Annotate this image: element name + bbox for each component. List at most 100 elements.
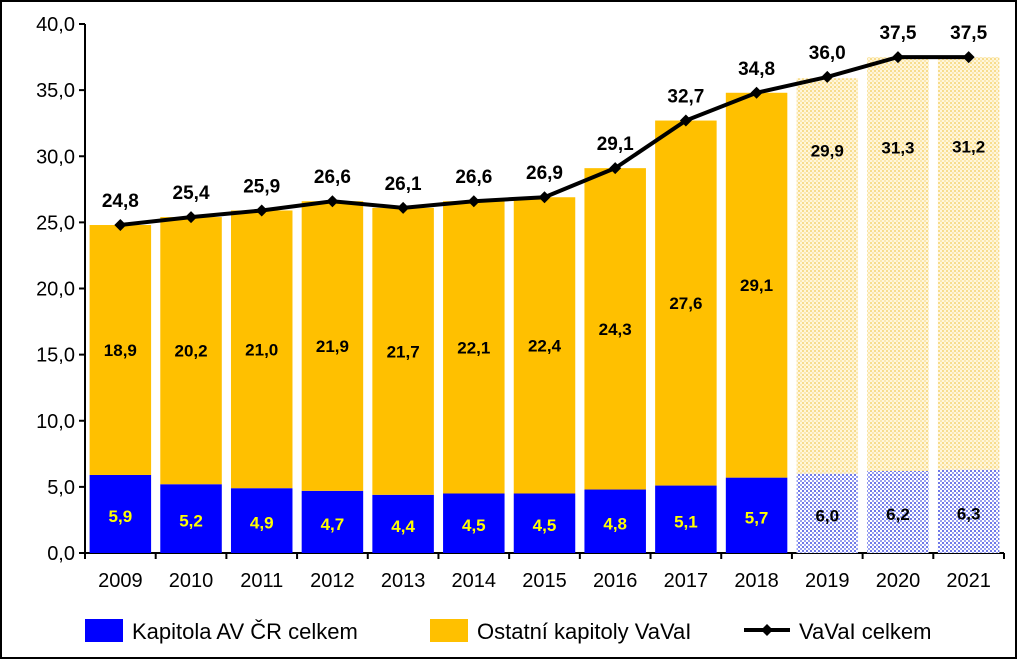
bar-ostatni: [867, 57, 929, 472]
line-point: [609, 162, 622, 175]
data-label-total: 37,5: [950, 23, 987, 44]
x-tick-label: 2012: [310, 570, 355, 592]
line-point: [326, 195, 339, 208]
bar-ostatni: [89, 225, 152, 475]
data-label-total: 37,5: [879, 23, 916, 44]
data-label-total: 24,8: [102, 191, 139, 212]
legend-marker-vavai: [761, 624, 773, 636]
data-label-ostatni: 27,6: [669, 294, 702, 313]
bar-kapitola: [160, 484, 222, 553]
data-label-kapitola: 5,2: [179, 512, 203, 531]
bar-ostatni: [584, 168, 646, 490]
data-label-ostatni: 21,9: [316, 337, 349, 356]
data-label-kapitola: 4,8: [603, 514, 627, 533]
data-label-ostatni: 21,7: [387, 342, 420, 361]
line-point: [185, 211, 198, 224]
data-label-kapitola: 6,0: [815, 506, 839, 525]
data-label-ostatni: 22,1: [457, 338, 490, 357]
data-label-ostatni: 18,9: [104, 341, 137, 360]
bar-kapitola: [655, 485, 717, 553]
legend-label-kapitola: Kapitola AV ČR celkem: [132, 619, 358, 644]
line-point: [114, 219, 127, 232]
bar-kapitola: [584, 489, 646, 553]
data-label-kapitola: 5,1: [674, 512, 698, 531]
bar-ostatni: [655, 120, 717, 486]
bar-kapitola: [372, 494, 434, 553]
data-label-ostatni: 24,3: [599, 320, 632, 339]
bar-kapitola: [230, 488, 293, 553]
data-label-ostatni: 31,3: [881, 139, 914, 158]
legend-swatch-ostatni: [430, 619, 468, 642]
x-tick-label: 2014: [452, 570, 497, 592]
data-label-kapitola: 4,4: [391, 517, 415, 536]
y-tick-label: 10,0: [36, 411, 75, 433]
x-tick-label: 2011: [240, 570, 283, 592]
line-point: [750, 86, 763, 99]
line-point: [255, 204, 268, 217]
data-label-kapitola: 6,3: [957, 504, 981, 523]
line-point: [538, 191, 551, 204]
data-label-total: 29,1: [597, 134, 634, 155]
bar-kapitola: [937, 469, 1000, 553]
data-label-ostatni: 29,1: [740, 276, 773, 295]
data-label-total: 25,4: [173, 183, 210, 204]
bar-ostatni: [443, 201, 505, 494]
x-tick-label: 2018: [734, 570, 779, 592]
line-point: [467, 195, 480, 208]
x-tick-label: 2021: [946, 570, 991, 592]
data-label-total: 26,6: [455, 167, 492, 188]
bar-ostatni: [937, 57, 1000, 470]
bar-kapitola: [513, 493, 576, 553]
bar-kapitola: [725, 477, 788, 553]
x-tick-label: 2013: [381, 570, 426, 592]
line-point: [962, 51, 975, 64]
data-label-total: 25,9: [243, 176, 280, 197]
data-label-kapitola: 4,5: [533, 516, 557, 535]
bar-ostatni: [160, 217, 222, 485]
data-label-kapitola: 4,5: [462, 516, 486, 535]
line-point: [397, 201, 410, 214]
x-tick-label: 2015: [522, 570, 567, 592]
data-label-ostatni: 21,0: [245, 340, 278, 359]
bar-kapitola: [301, 490, 364, 553]
x-tick-label: 2010: [169, 570, 214, 592]
data-label-kapitola: 5,7: [745, 508, 769, 527]
bar-ostatni: [301, 201, 364, 491]
x-tick-label: 2017: [664, 570, 709, 592]
line-point: [821, 70, 834, 83]
data-label-total: 36,0: [809, 43, 846, 64]
data-label-total: 26,1: [385, 174, 422, 195]
legend-swatch-kapitola: [85, 619, 123, 642]
bar-ostatni: [796, 78, 859, 474]
line-point: [891, 51, 904, 64]
data-label-ostatni: 31,2: [952, 137, 985, 156]
data-label-kapitola: 5,9: [109, 507, 133, 526]
data-label-ostatni: 29,9: [811, 141, 844, 160]
data-label-kapitola: 4,7: [321, 515, 345, 534]
bar-ostatni: [372, 207, 434, 495]
data-label-kapitola: 6,2: [886, 505, 910, 524]
y-tick-label: 15,0: [36, 345, 75, 367]
data-label-kapitola: 4,9: [250, 514, 274, 533]
y-tick-label: 5,0: [47, 477, 75, 499]
y-tick-label: 0,0: [47, 543, 75, 565]
line-point: [679, 114, 692, 127]
legend: Kapitola AV ČR celkem Ostatní kapitoly V…: [85, 619, 931, 644]
bar-kapitola: [867, 471, 929, 553]
plot-area: 0,0 5,0 10,0 15,0 20,0 25,0 30,0 35,0 40,0 2009 20…: [36, 14, 1005, 592]
data-label-ostatni: 20,2: [174, 342, 207, 361]
data-label-total: 32,7: [667, 87, 704, 108]
y-tick-label: 40,0: [36, 14, 75, 36]
bar-ostatni: [513, 197, 576, 494]
bar-kapitola: [443, 493, 505, 553]
x-tick-label: 2016: [593, 570, 638, 592]
x-tick-label: 2019: [805, 570, 850, 592]
legend-label-ostatni: Ostatní kapitoly VaVaI: [477, 619, 691, 644]
bar-ostatni: [725, 92, 788, 478]
y-tick-label: 20,0: [36, 279, 75, 301]
bar-kapitola: [89, 474, 152, 553]
bar-kapitola: [796, 473, 859, 553]
bar-ostatni: [230, 210, 293, 489]
